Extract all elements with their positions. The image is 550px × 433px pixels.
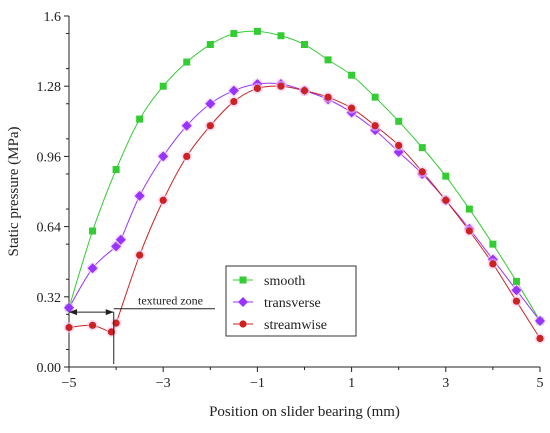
y-tick-label: 0.32 (37, 291, 62, 306)
markers-layer (63, 27, 546, 344)
legend-swatch-streamwise (239, 320, 247, 328)
y-tick-label: 0.64 (37, 221, 62, 236)
annotation-layer: textured zone (69, 294, 215, 364)
transverse-point (64, 302, 74, 313)
streamwise-point (253, 84, 261, 92)
smooth-point (159, 82, 167, 90)
streamwise-point (442, 196, 450, 204)
streamwise-point (489, 260, 497, 268)
y-tick-label: 0.00 (37, 361, 62, 376)
x-tick-label: −1 (250, 376, 265, 391)
transverse-point (115, 234, 126, 245)
smooth-point (512, 277, 520, 285)
legend-label-streamwise: streamwise (264, 318, 327, 333)
smooth-point (442, 172, 450, 180)
smooth-point (418, 144, 426, 152)
transverse-point (134, 190, 145, 201)
transverse-point (87, 263, 98, 274)
streamwise-point (88, 321, 97, 329)
x-tick-label: −5 (62, 376, 77, 391)
x-tick-label: 1 (348, 376, 355, 391)
x-tick-label: 5 (537, 376, 544, 391)
streamwise-point (277, 82, 285, 90)
transverse-point (228, 85, 239, 96)
smooth-point (253, 27, 261, 35)
textured-zone-label: textured zone (138, 294, 203, 308)
streamwise-point (159, 196, 167, 204)
transverse-point (181, 120, 192, 131)
streamwise-point (136, 251, 144, 259)
streamwise-point (107, 328, 115, 336)
arrowhead-left (69, 309, 77, 316)
streamwise-point (348, 104, 356, 112)
transverse-point (511, 285, 522, 296)
legend-label-smooth: smooth (264, 274, 305, 289)
smooth-point (136, 115, 144, 123)
smooth-point (395, 117, 403, 125)
streamwise-point (300, 86, 309, 95)
legend: smooth transverse streamwise (225, 265, 357, 337)
transverse-point (205, 98, 216, 109)
smooth-point (348, 71, 356, 79)
streamwise-point (324, 93, 332, 101)
streamwise-point (512, 297, 521, 305)
smooth-point (230, 30, 238, 38)
streamwise-point (112, 319, 120, 327)
legend-swatch-transverse (238, 297, 248, 307)
smooth-point (489, 240, 497, 248)
streamwise-point (465, 227, 473, 235)
streamwise-point (65, 323, 73, 332)
smooth-point (371, 93, 379, 101)
streamwise-point (183, 152, 191, 160)
smooth-point (301, 41, 308, 49)
x-tick-label: 3 (442, 376, 449, 391)
streamwise-point (206, 122, 214, 130)
y-tick-label: 1.28 (37, 80, 62, 95)
x-axis-label: Position on slider bearing (mm) (209, 404, 400, 420)
transverse-point (535, 315, 545, 326)
y-tick-label: 1.6 (44, 10, 62, 25)
smooth-point (183, 58, 191, 66)
y-axis-label: Static pressure (MPa) (6, 127, 22, 257)
y-tick-label: 0.96 (37, 150, 62, 165)
smooth-point (206, 41, 214, 49)
smooth-point (112, 166, 120, 174)
smooth-point (324, 56, 332, 64)
legend-swatch-smooth (239, 276, 247, 284)
streamwise-point (395, 141, 403, 150)
x-tick-label: −3 (156, 376, 171, 391)
smooth-point (465, 205, 473, 213)
smooth-point (277, 32, 285, 40)
smooth-point (89, 227, 97, 235)
transverse-line (68, 82, 541, 322)
transverse-point (158, 151, 169, 162)
streamwise-line (68, 85, 541, 339)
streamwise-point (418, 168, 426, 176)
streamwise-point (536, 334, 544, 343)
axes-layer: 0.00 0.32 0.64 0.96 1.28 1.6 −5 −3 −1 1 3 5 (37, 10, 544, 391)
streamwise-point (371, 122, 379, 130)
arrowhead-right (105, 309, 114, 316)
streamwise-point (230, 97, 238, 106)
legend-label-transverse: transverse (264, 296, 321, 311)
